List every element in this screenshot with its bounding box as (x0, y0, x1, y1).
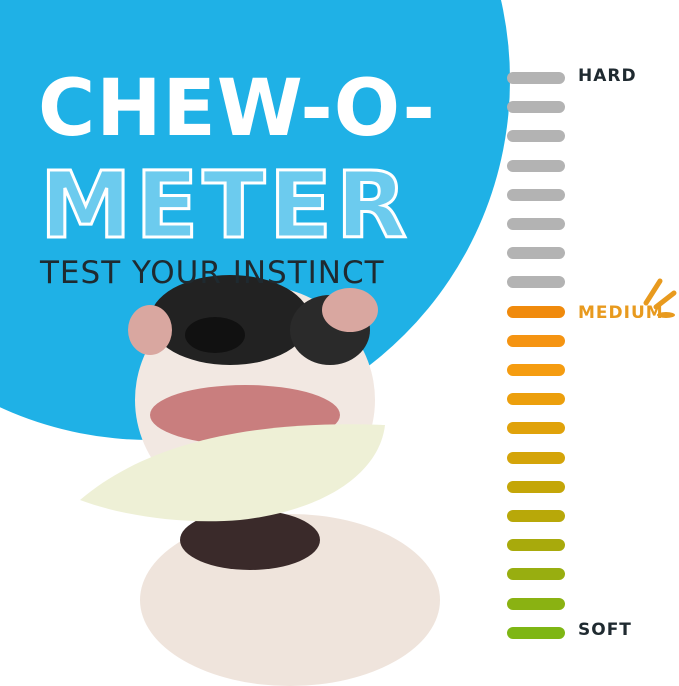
meter-bar (507, 218, 565, 230)
meter-bar (507, 480, 565, 493)
meter-bar (507, 364, 565, 376)
meter-bar (507, 276, 565, 289)
meter-bar (507, 130, 565, 143)
meter-bar (507, 72, 565, 84)
meter-bar (507, 626, 565, 639)
meter-bar (507, 393, 565, 406)
meter-bar (507, 101, 565, 114)
meter-bar (507, 159, 565, 172)
meter-bar (507, 334, 565, 347)
meter-bar (507, 568, 565, 581)
meter-bar (507, 597, 565, 610)
meter-bar (507, 305, 565, 318)
title-chew-o: CHEW-O- (38, 64, 436, 154)
meter-bar (507, 188, 565, 201)
label-medium: MEDIUM (578, 303, 664, 323)
blue-circle-backdrop (0, 0, 510, 440)
label-hard: HARD (578, 66, 637, 86)
sparkle-icon (643, 278, 677, 318)
label-soft: SOFT (578, 620, 632, 640)
meter-bar (507, 539, 565, 552)
title-meter: METER (39, 152, 411, 259)
tagline: TEST YOUR INSTINCT (40, 255, 385, 291)
meter-bar (507, 422, 565, 435)
dog-photo (80, 275, 440, 686)
meter-bar (507, 451, 565, 464)
meter-bar (507, 510, 565, 522)
meter-bar (507, 247, 565, 260)
